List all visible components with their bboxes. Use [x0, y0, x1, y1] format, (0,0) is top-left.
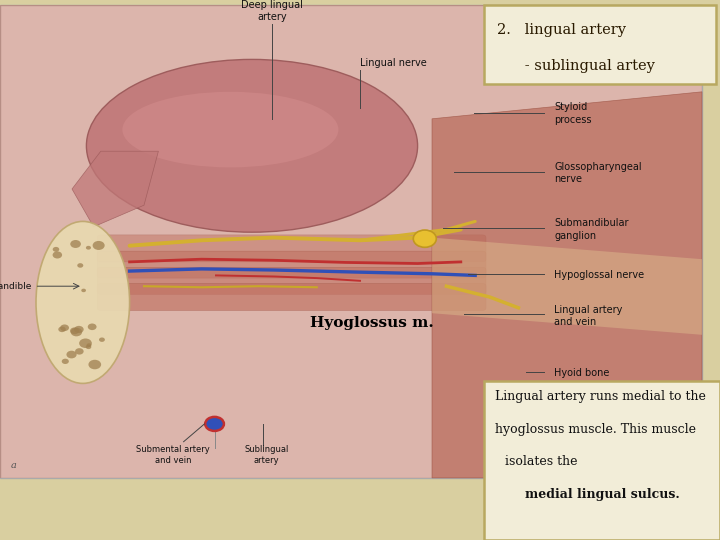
- Polygon shape: [432, 92, 702, 478]
- Text: Mandible: Mandible: [0, 282, 32, 291]
- Circle shape: [75, 348, 84, 355]
- Circle shape: [70, 327, 79, 334]
- Text: Glossopharyngeal
nerve: Glossopharyngeal nerve: [554, 161, 642, 184]
- Text: Sublingual
artery: Sublingual artery: [244, 446, 289, 465]
- Circle shape: [53, 252, 62, 259]
- Ellipse shape: [122, 92, 338, 167]
- FancyBboxPatch shape: [97, 235, 486, 262]
- Polygon shape: [72, 151, 158, 227]
- Circle shape: [79, 339, 92, 348]
- Text: Submandibular
ganglion: Submandibular ganglion: [554, 218, 629, 241]
- Text: a: a: [11, 461, 17, 470]
- Text: Lingual artery
and vein: Lingual artery and vein: [554, 305, 623, 327]
- Circle shape: [60, 325, 69, 331]
- Circle shape: [86, 246, 91, 249]
- Circle shape: [88, 323, 96, 330]
- Circle shape: [86, 343, 91, 347]
- Circle shape: [413, 230, 436, 247]
- Circle shape: [62, 359, 69, 364]
- Circle shape: [81, 289, 86, 292]
- Text: Hyoid bone: Hyoid bone: [554, 368, 610, 377]
- Text: Deep lingual
artery: Deep lingual artery: [241, 0, 303, 22]
- Circle shape: [99, 338, 105, 342]
- Circle shape: [86, 345, 91, 349]
- Polygon shape: [432, 238, 702, 335]
- FancyBboxPatch shape: [0, 5, 702, 478]
- Text: medial lingual sulcus.: medial lingual sulcus.: [525, 488, 679, 501]
- Circle shape: [66, 350, 76, 359]
- Circle shape: [58, 327, 66, 332]
- Text: Lingual nerve: Lingual nerve: [360, 57, 427, 68]
- FancyBboxPatch shape: [97, 251, 486, 278]
- Text: Hypoglossal nerve: Hypoglossal nerve: [554, 271, 644, 280]
- Circle shape: [71, 328, 82, 336]
- Text: Styloid
process: Styloid process: [554, 102, 592, 125]
- Circle shape: [77, 263, 84, 268]
- FancyBboxPatch shape: [97, 267, 486, 294]
- Ellipse shape: [36, 221, 130, 383]
- Circle shape: [71, 240, 81, 248]
- Text: 2.   lingual artery: 2. lingual artery: [497, 23, 626, 37]
- Text: Lingual artery runs medial to the: Lingual artery runs medial to the: [495, 390, 706, 403]
- FancyBboxPatch shape: [484, 381, 720, 540]
- Text: Submental artery
and vein: Submental artery and vein: [136, 446, 210, 465]
- Circle shape: [93, 241, 104, 250]
- Text: isolates the: isolates the: [505, 455, 582, 468]
- Text: hyoglossus muscle. This muscle: hyoglossus muscle. This muscle: [495, 423, 696, 436]
- FancyBboxPatch shape: [484, 5, 716, 84]
- Circle shape: [53, 247, 59, 252]
- Circle shape: [89, 360, 101, 369]
- FancyBboxPatch shape: [97, 284, 486, 310]
- Polygon shape: [490, 421, 598, 478]
- Text: - sublingual artey: - sublingual artey: [497, 59, 654, 73]
- Circle shape: [74, 326, 84, 333]
- FancyBboxPatch shape: [0, 5, 702, 478]
- Ellipse shape: [86, 59, 418, 232]
- Text: Hyoglossus m.: Hyoglossus m.: [310, 316, 433, 330]
- Circle shape: [205, 417, 224, 431]
